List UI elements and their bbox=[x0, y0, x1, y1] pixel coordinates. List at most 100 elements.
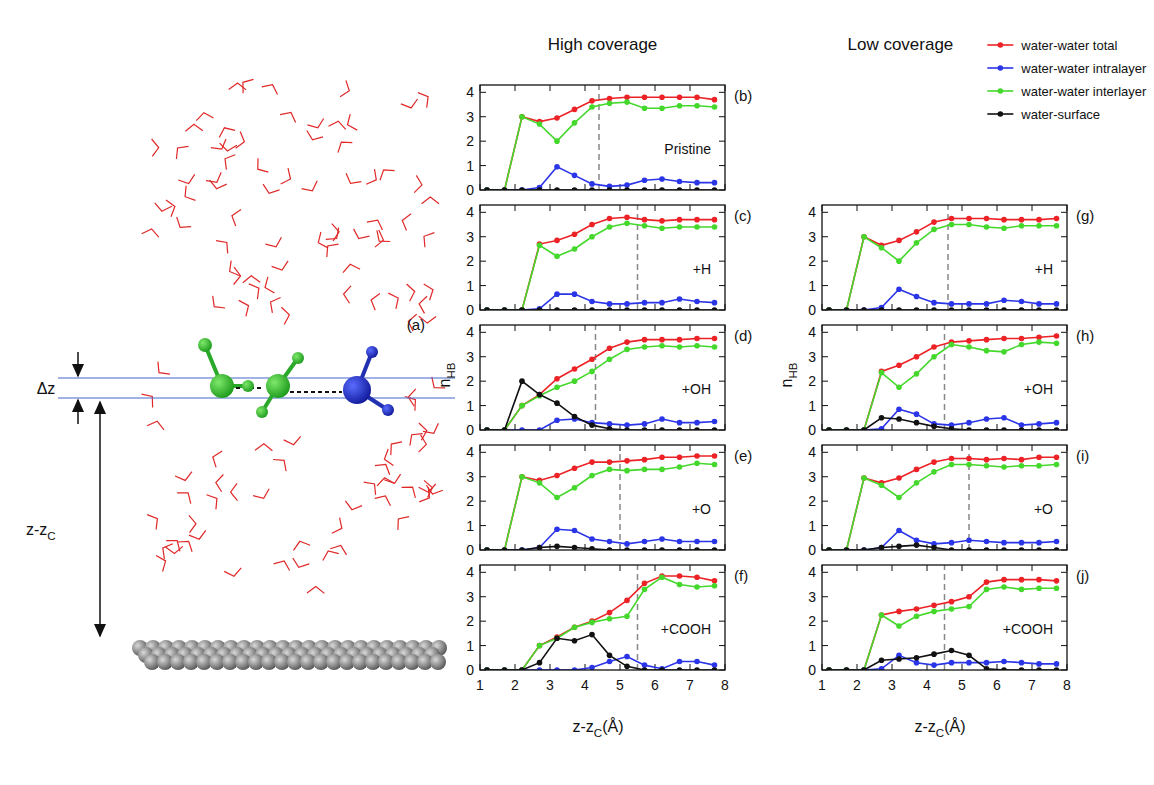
water-molecule bbox=[401, 99, 418, 108]
x-tick bbox=[690, 424, 691, 430]
y-tick bbox=[719, 596, 725, 597]
point bbox=[519, 403, 525, 409]
point bbox=[589, 222, 595, 228]
x-tick bbox=[997, 424, 998, 430]
point bbox=[572, 545, 578, 550]
x-tick bbox=[515, 664, 516, 670]
point bbox=[554, 164, 560, 170]
water-molecule bbox=[152, 139, 159, 156]
series-line bbox=[487, 102, 715, 190]
point bbox=[677, 454, 683, 460]
water-molecule bbox=[178, 174, 194, 183]
point bbox=[554, 473, 560, 479]
point bbox=[642, 467, 648, 473]
point bbox=[589, 632, 595, 638]
y-tick-label: 4 bbox=[808, 564, 816, 580]
point bbox=[984, 337, 990, 343]
y-tick bbox=[1061, 381, 1067, 382]
x-tick bbox=[962, 664, 963, 670]
point bbox=[677, 582, 683, 588]
y-tick-label: 0 bbox=[466, 302, 474, 318]
panel: 01234+OH(d)nHB bbox=[436, 324, 752, 438]
x-tick bbox=[892, 205, 893, 211]
water-molecule bbox=[293, 558, 309, 567]
x-tick bbox=[1032, 304, 1033, 310]
water-molecule bbox=[424, 233, 434, 248]
point bbox=[677, 224, 683, 230]
point bbox=[931, 651, 937, 657]
legend-label: water-surface bbox=[1020, 107, 1100, 122]
point bbox=[554, 400, 560, 406]
point bbox=[712, 583, 718, 589]
y-tick bbox=[719, 572, 725, 573]
y-tick-label: 4 bbox=[466, 84, 474, 100]
point bbox=[1036, 217, 1042, 223]
point bbox=[1036, 585, 1042, 591]
panel-title: +O bbox=[692, 501, 711, 517]
y-tick bbox=[719, 92, 725, 93]
x-tick bbox=[857, 544, 858, 550]
layer-boundary bbox=[944, 325, 946, 430]
point bbox=[712, 104, 718, 110]
legend-label: water-water intralayer bbox=[1020, 61, 1147, 76]
point bbox=[966, 537, 972, 543]
water-molecule bbox=[253, 489, 269, 499]
point bbox=[554, 384, 560, 390]
point bbox=[1036, 301, 1042, 307]
point bbox=[1001, 577, 1007, 583]
panel: 01234+OH(h)nHB bbox=[778, 324, 1094, 438]
point bbox=[537, 643, 543, 649]
panel-title: +COOH bbox=[1003, 621, 1053, 637]
point bbox=[949, 606, 955, 612]
atom bbox=[366, 346, 378, 358]
point bbox=[659, 218, 665, 224]
x-tick bbox=[690, 205, 691, 211]
point bbox=[984, 216, 990, 222]
water-molecule bbox=[189, 530, 206, 539]
height-label: z-zC bbox=[26, 521, 56, 542]
point bbox=[896, 656, 902, 662]
point bbox=[949, 648, 955, 654]
point bbox=[1019, 540, 1025, 546]
y-tick bbox=[822, 621, 828, 622]
plot-area bbox=[826, 325, 1059, 430]
point bbox=[984, 660, 990, 666]
panel-title: +H bbox=[693, 261, 711, 277]
plot-area bbox=[826, 445, 1059, 550]
water-molecule bbox=[407, 284, 415, 301]
point bbox=[712, 344, 718, 350]
water-molecule bbox=[274, 561, 290, 571]
point bbox=[572, 465, 578, 471]
point bbox=[1054, 539, 1060, 545]
series-line bbox=[829, 218, 1057, 310]
layer-boundary bbox=[947, 205, 949, 310]
y-tick bbox=[480, 572, 486, 573]
layer-boundary bbox=[595, 325, 597, 430]
point bbox=[589, 473, 595, 479]
point bbox=[694, 584, 700, 590]
label-main: z-z bbox=[915, 718, 936, 735]
x-tick bbox=[927, 205, 928, 211]
y-tick-label: 2 bbox=[466, 253, 474, 269]
arrow bbox=[99, 520, 101, 636]
y-tick bbox=[822, 405, 828, 406]
point bbox=[712, 539, 718, 545]
point bbox=[949, 222, 955, 228]
water-molecule bbox=[273, 460, 286, 472]
point bbox=[694, 343, 700, 349]
y-tick bbox=[719, 405, 725, 406]
point bbox=[537, 121, 543, 127]
point bbox=[1001, 659, 1007, 665]
x-tick bbox=[655, 544, 656, 550]
y-tick-label: 0 bbox=[466, 542, 474, 558]
point bbox=[1054, 341, 1060, 347]
x-tick bbox=[655, 565, 656, 571]
frame bbox=[480, 85, 725, 190]
water-molecule bbox=[388, 293, 398, 309]
point bbox=[1036, 540, 1042, 546]
point bbox=[914, 480, 920, 486]
point bbox=[1001, 217, 1007, 223]
point bbox=[677, 217, 683, 223]
point bbox=[896, 609, 902, 615]
y-tick bbox=[719, 501, 725, 502]
